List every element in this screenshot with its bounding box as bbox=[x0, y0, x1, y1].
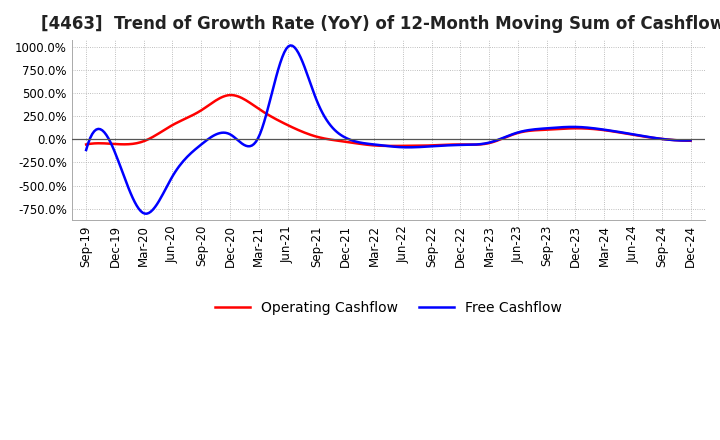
Operating Cashflow bbox=[456, 142, 464, 147]
Free Cashflow bbox=[446, 143, 454, 148]
Free Cashflow bbox=[686, 138, 695, 143]
Operating Cashflow bbox=[634, 133, 642, 138]
Operating Cashflow bbox=[228, 92, 236, 98]
Free Cashflow bbox=[82, 147, 91, 153]
Operating Cashflow bbox=[444, 142, 452, 147]
Free Cashflow bbox=[456, 142, 464, 147]
Line: Operating Cashflow: Operating Cashflow bbox=[86, 95, 690, 146]
Operating Cashflow bbox=[686, 138, 695, 143]
Free Cashflow bbox=[143, 211, 151, 216]
Operating Cashflow bbox=[446, 142, 454, 147]
Line: Free Cashflow: Free Cashflow bbox=[86, 45, 690, 214]
Free Cashflow bbox=[634, 132, 642, 138]
Title: [4463]  Trend of Growth Rate (YoY) of 12-Month Moving Sum of Cashflows: [4463] Trend of Growth Rate (YoY) of 12-… bbox=[41, 15, 720, 33]
Free Cashflow bbox=[595, 126, 604, 132]
Free Cashflow bbox=[286, 43, 294, 48]
Operating Cashflow bbox=[595, 127, 604, 132]
Legend: Operating Cashflow, Free Cashflow: Operating Cashflow, Free Cashflow bbox=[210, 296, 567, 321]
Operating Cashflow bbox=[82, 142, 91, 147]
Free Cashflow bbox=[444, 143, 452, 148]
Operating Cashflow bbox=[387, 143, 396, 149]
Free Cashflow bbox=[84, 141, 92, 146]
Operating Cashflow bbox=[84, 141, 92, 147]
